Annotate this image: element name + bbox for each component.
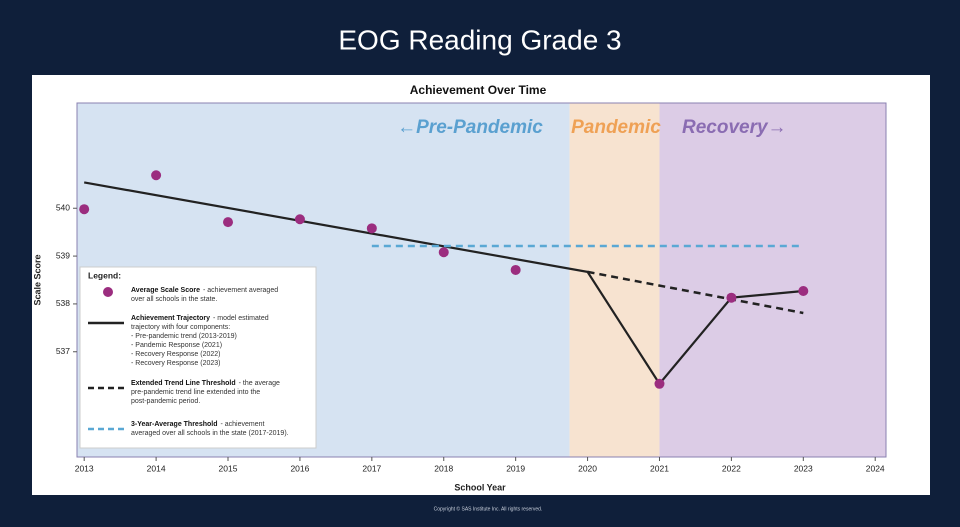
y-tick-label: 537 [56, 346, 70, 356]
legend-desc: trajectory with four components: [131, 324, 230, 331]
x-tick-label: 2021 [650, 463, 669, 473]
legend-text: - Recovery Response (2023) [131, 360, 221, 367]
legend-name: Extended Trend Line Threshold [131, 380, 236, 387]
legend-text: Achievement Trajectory - model estimated [131, 315, 269, 322]
y-tick-label: 539 [56, 250, 70, 260]
legend-desc: over all schools in the state. [131, 296, 217, 303]
x-tick-label: 2017 [362, 463, 381, 473]
legend-title: Legend: [88, 270, 121, 280]
region [659, 103, 886, 457]
legend-text: pre-pandemic trend line extended into th… [131, 389, 260, 396]
legend-text: - Recovery Response (2022) [131, 351, 221, 358]
legend: Legend: Average Scale Score - achievement … [79, 266, 317, 449]
x-tick-label: 2022 [722, 463, 741, 473]
legend-text: over all schools in the state. [131, 296, 217, 303]
y-axis-label: Scale Score [32, 254, 42, 305]
legend-text: 3-Year-Average Threshold - achievement [131, 421, 265, 428]
legend-box [79, 266, 317, 449]
slide-title: EOG Reading Grade 3 [338, 24, 621, 55]
legend-desc: - Pre-pandemic trend (2013-2019) [131, 333, 237, 340]
data-point [510, 264, 521, 275]
data-point [151, 170, 162, 181]
x-tick-label: 2020 [578, 463, 597, 473]
copyright: Copyright © SAS Institute Inc. All right… [434, 505, 543, 512]
data-point [223, 217, 234, 228]
x-tick-label: 2013 [75, 463, 94, 473]
legend-desc: - the average [239, 380, 280, 387]
data-point [654, 378, 665, 389]
data-point [726, 292, 737, 303]
region-label: Pandemic [571, 117, 661, 138]
legend-name: Achievement Trajectory [131, 315, 210, 322]
y-tick-label: 540 [56, 202, 70, 212]
legend-desc: - Pandemic Response (2021) [131, 342, 222, 349]
legend-desc: - achievement averaged [203, 287, 278, 294]
plot-area: ←Pre-Pandemic Pandemic Recovery→ 2013 2014 20… [56, 102, 887, 473]
region-label: ←Pre-Pandemic [397, 117, 543, 138]
x-tick-label: 2015 [219, 463, 238, 473]
chart-title: Achievement Over Time [410, 83, 547, 97]
legend-text: Extended Trend Line Threshold - the avera… [131, 380, 280, 387]
x-tick-label: 2024 [866, 463, 885, 473]
data-point [294, 214, 305, 225]
x-tick-label: 2023 [794, 463, 813, 473]
legend-marker [103, 287, 113, 297]
legend-desc: averaged over all schools in the state (… [131, 430, 289, 437]
data-point [798, 286, 809, 297]
data-point [438, 247, 449, 258]
x-tick-label: 2019 [506, 463, 525, 473]
region [569, 103, 660, 457]
legend-desc: - Recovery Response (2023) [131, 360, 221, 367]
legend-name: Average Scale Score [131, 287, 200, 294]
legend-desc: - Recovery Response (2022) [131, 351, 221, 358]
legend-desc: post-pandemic period. [131, 398, 200, 405]
legend-desc: - model estimated [213, 315, 269, 322]
legend-text: trajectory with four components: [131, 324, 230, 331]
data-point [366, 223, 377, 234]
y-tick-label: 538 [56, 298, 70, 308]
x-axis-label: School Year [454, 482, 506, 492]
x-tick-label: 2018 [434, 463, 453, 473]
legend-desc: - achievement [221, 421, 265, 428]
data-point [79, 204, 90, 215]
region-label: Recovery→ [682, 117, 787, 138]
series-line [587, 270, 804, 315]
x-tick-label: 2016 [290, 463, 309, 473]
legend-text: - Pre-pandemic trend (2013-2019) [131, 333, 237, 340]
x-tick-label: 2014 [147, 463, 166, 473]
legend-desc: pre-pandemic trend line extended into th… [131, 389, 260, 396]
legend-text: - Pandemic Response (2021) [131, 342, 222, 349]
legend-text: post-pandemic period. [131, 398, 200, 405]
legend-name: 3-Year-Average Threshold [131, 421, 218, 428]
plot-frame [76, 102, 887, 458]
legend-text: averaged over all schools in the state (… [131, 430, 289, 437]
legend-text: Average Scale Score - achievement average… [131, 287, 278, 294]
